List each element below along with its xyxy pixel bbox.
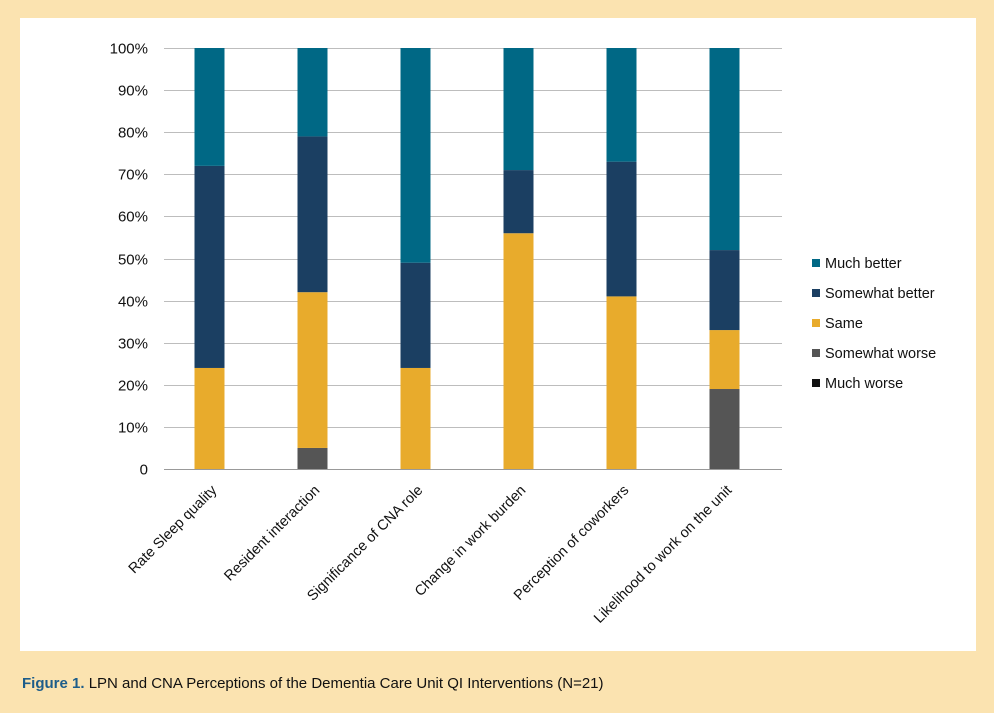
bar-segment [400,262,431,368]
x-category-label: Significance of CNA role [304,483,426,605]
bar-segment [297,48,328,137]
gridlines [164,48,782,470]
legend-label: Somewhat better [825,286,935,302]
x-category-label: Rate Sleep quality [126,482,221,577]
legend-label: Much better [825,256,902,272]
legend-swatch [812,289,820,297]
y-tick-label: 30% [118,336,148,353]
bars [194,48,740,469]
bar-segment [709,250,740,331]
y-tick-label: 80% [118,125,148,142]
bar-segment [606,161,637,297]
legend-label: Somewhat worse [825,346,936,362]
figure-caption-text: LPN and CNA Perceptions of the Dementia … [88,675,604,692]
bar-segment [606,296,637,469]
y-tick-label: 10% [118,420,148,437]
legend-swatch [812,349,820,357]
y-tick-label: 50% [118,252,148,269]
y-tick-label: 100% [110,41,148,58]
bar-segment [194,165,225,368]
bar-segment [400,367,431,469]
legend-swatch [812,319,820,327]
y-tick-label: 40% [118,294,148,311]
y-axis-tick-labels: 0 10% 20% 30% 40% 50% 60% 70% 80% 90% 100% [110,41,148,479]
x-axis-category-labels: Rate Sleep quality Resident interactionSi… [126,482,736,627]
legend-swatch [812,379,820,387]
legend-label: Much worse [825,376,903,392]
bar-segment [606,48,637,162]
stacked-bar-chart: 0 10% 20% 30% 40% 50% 60% 70% 80% 90% 100% Rate Sl… [110,41,937,627]
bar-segment [709,330,740,390]
bar-segment [503,233,534,469]
y-tick-label: 20% [118,378,148,395]
bar-segment [297,136,328,293]
y-tick-label: 90% [118,83,148,100]
figure-caption: Figure 1. LPN and CNA Perceptions of the… [22,675,604,692]
bar-segment [709,389,740,469]
legend-swatch [812,259,820,267]
bar-segment [503,48,534,171]
bar-segment [194,367,225,469]
bar-segment [503,170,534,234]
y-tick-label: 60% [118,209,148,226]
bar-segment [194,48,225,166]
x-category-label: Change in work burden [412,483,529,600]
bar-segment [709,48,740,251]
x-category-label: Resident interaction [221,483,323,585]
y-tick-label: 0 [140,462,148,479]
bar-segment [297,447,328,469]
chart-panel: 0 10% 20% 30% 40% 50% 60% 70% 80% 90% 100% Rate Sl… [20,18,976,651]
legend-label: Same [825,316,863,332]
bar-segment [297,292,328,448]
y-tick-label: 70% [118,167,148,184]
legend: Much better Somewhat better Same Somewhat w… [812,256,936,392]
bar-segment [400,48,431,263]
figure-label: Figure 1. [22,675,85,692]
x-category-label: Perception of coworkers [511,483,632,604]
